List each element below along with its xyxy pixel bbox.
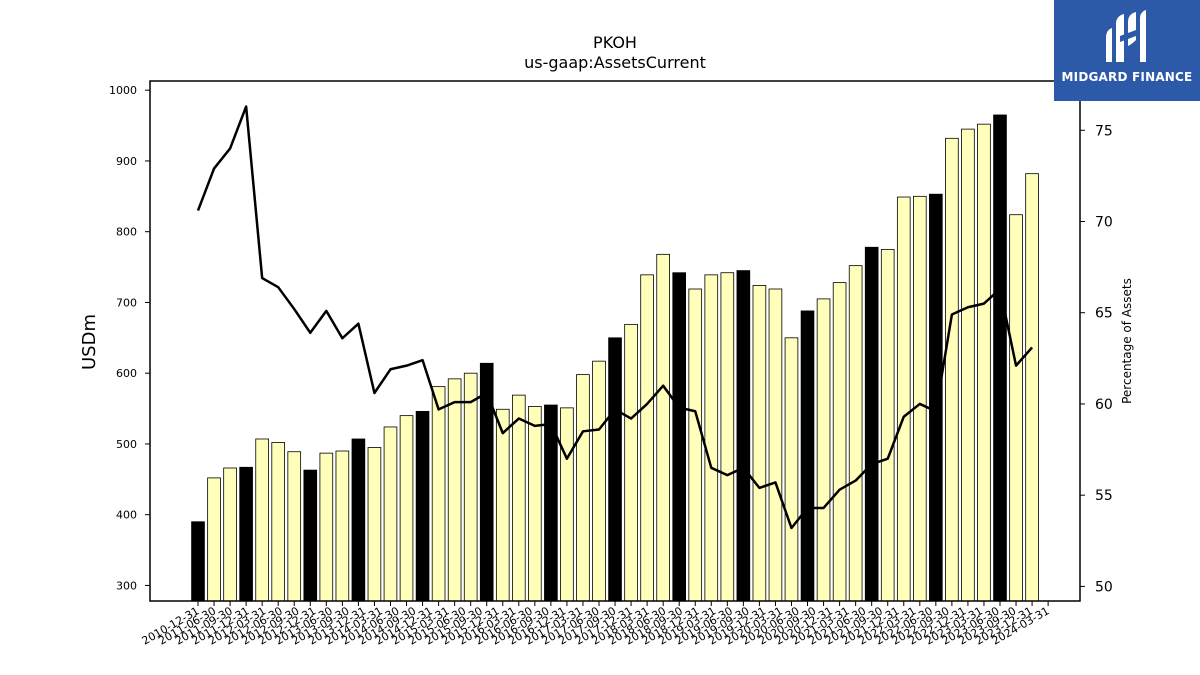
bar [880,248,895,602]
bar [736,270,751,602]
midgard-logo-icon [1106,10,1146,62]
chart-title: PKOH [593,33,637,52]
right-tick-label: 70 [1095,214,1113,230]
bar-group [191,114,1039,602]
right-tick-label: 65 [1095,306,1113,322]
bar [929,193,943,602]
left-tick-label: 600 [116,367,137,380]
bar [431,386,446,602]
right-axis: 50 55 60 65 70 75 [1080,123,1113,595]
bar [255,438,269,602]
bar [752,285,767,602]
bar [415,410,430,602]
bar [335,450,350,602]
bar [495,408,510,602]
left-axis: 300 400 500 600 700 800 900 1000 [109,84,150,592]
brand-name: MIDGARD FINANCE [1061,70,1193,84]
brand-logo: MIDGARD FINANCE [1054,0,1200,101]
line-group [196,105,1034,530]
right-axis-label: Percentage of Assets [1120,278,1134,404]
bar [383,426,398,602]
bar [271,442,285,602]
left-axis-label: USDm [79,314,100,370]
bar [191,521,205,602]
right-tick-label: 75 [1095,123,1113,139]
bar [977,123,991,602]
bar [463,372,478,602]
bar [287,451,302,602]
bar [624,323,638,602]
bar [656,253,670,602]
bar [560,407,574,602]
bar [640,274,654,602]
bar [592,360,606,602]
bar [1025,173,1039,602]
x-axis: 2010-12-312011-06-302011-09-302011-12-31… [140,601,1052,648]
bar [896,196,911,602]
bar [848,265,863,602]
bar [720,272,735,602]
left-tick-label: 900 [116,155,137,168]
bar [784,337,799,602]
bar [303,469,318,602]
right-tick-label: 55 [1095,488,1113,504]
bar [367,447,382,602]
bar [223,467,237,602]
bar [961,128,975,602]
bar [945,137,959,602]
bar [399,415,414,602]
bar [528,406,542,602]
bar [993,114,1007,602]
bar [319,452,334,602]
bar [512,394,526,602]
right-tick-label: 60 [1095,397,1113,413]
bar [239,466,253,602]
bar [768,288,783,602]
bar [207,477,221,602]
bar [800,310,815,602]
bar [576,374,590,602]
bar [1009,214,1023,602]
bar [832,282,847,602]
bar [479,362,494,602]
bar [688,288,703,602]
right-tick-label: 50 [1095,579,1113,595]
left-tick-label: 500 [116,438,137,451]
left-tick-label: 800 [116,226,137,239]
bar [672,272,686,602]
bar [351,438,366,602]
left-tick-label: 300 [116,579,137,592]
series-line [196,105,1034,530]
bar [704,274,719,602]
bar [608,337,622,602]
bar [447,378,462,602]
left-tick-label: 1000 [109,84,137,97]
bar [816,298,831,602]
bar [913,195,927,602]
left-tick-label: 700 [116,296,137,309]
chart-subtitle: us-gaap:AssetsCurrent [524,53,706,72]
left-tick-label: 400 [116,509,137,522]
bar [864,246,879,602]
